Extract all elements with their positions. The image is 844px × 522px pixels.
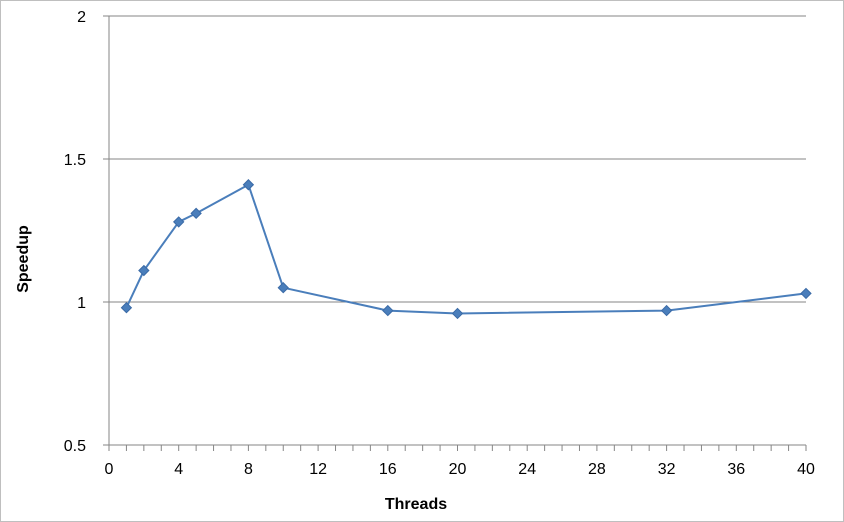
data-point	[451, 307, 464, 320]
data-point	[277, 281, 289, 294]
series-group	[120, 179, 812, 320]
y-tick-label: 2	[77, 9, 86, 26]
x-tick-label: 24	[518, 461, 536, 478]
series-line	[125, 183, 807, 315]
x-tick-label: 0	[105, 461, 114, 478]
x-tick-label: 28	[588, 461, 606, 478]
x-tick-label: 20	[449, 461, 467, 478]
x-tick-label: 8	[244, 461, 253, 478]
x-axis-title: Threads	[385, 496, 447, 513]
data-point	[660, 304, 673, 317]
x-tick-label: 4	[174, 461, 183, 478]
data-point	[172, 216, 185, 228]
x-tick-label: 12	[309, 461, 327, 478]
data-point	[382, 304, 394, 317]
y-tick-label: 0.5	[64, 438, 86, 455]
y-tick-labels: 0.5 1 1.5 2	[64, 9, 86, 455]
x-tick-label: 36	[727, 461, 745, 478]
data-point	[138, 264, 150, 277]
axes	[103, 15, 807, 451]
x-tick-label: 16	[379, 461, 397, 478]
x-tick-label: 32	[658, 461, 676, 478]
y-tick-label: 1	[77, 295, 86, 312]
data-point	[120, 302, 133, 314]
data-point	[242, 179, 255, 191]
y-tick-label: 1.5	[64, 152, 86, 169]
gridlines	[109, 15, 806, 303]
y-axis-title: Speedup	[15, 225, 32, 293]
x-tick-label: 40	[797, 461, 815, 478]
data-point	[190, 207, 202, 220]
x-tick-labels: 0 4 8 12 16 20 24 28 32 36 40	[105, 461, 815, 478]
data-point	[800, 287, 812, 300]
